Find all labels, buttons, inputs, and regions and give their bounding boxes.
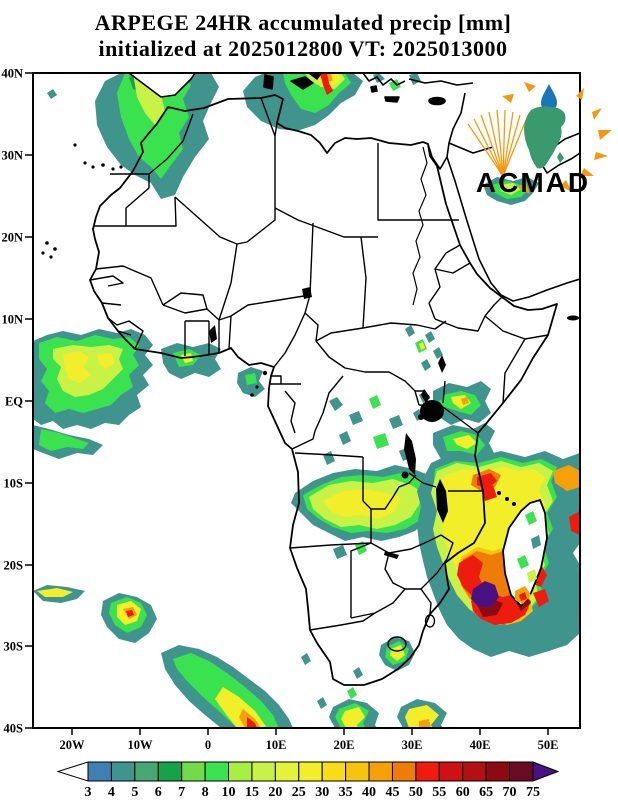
lon-axis: 20W 10W 0 10E 20E 30E 40E 50E (60, 728, 559, 752)
lat-label: 30N (1, 149, 23, 163)
lat-label: 40N (1, 67, 23, 81)
colorbar-tick-label: 70 (503, 785, 517, 800)
colorbar-tick-label: 75 (526, 785, 540, 800)
logo-africa-icon (524, 106, 566, 169)
lat-label: 40S (4, 722, 24, 736)
colorbar-cell (181, 761, 206, 782)
colorbar-cell (368, 761, 393, 782)
lon-label: 30E (402, 738, 423, 752)
colorbar-tick-label: 45 (385, 785, 399, 800)
colorbar-cell (298, 761, 323, 782)
colorbar-cell (228, 761, 253, 782)
colorbar-tick-label: 3 (85, 785, 92, 800)
lat-label: 30S (4, 640, 24, 654)
colorbar-tick-label: 35 (339, 785, 353, 800)
lat-label: EQ (5, 395, 23, 409)
colorbar-tick-label: 50 (409, 785, 423, 800)
colorbar-cell (157, 761, 183, 782)
lat-label: 10S (4, 477, 24, 491)
logo-madagascar-icon (557, 152, 564, 163)
lon-label: 40E (470, 738, 491, 752)
colorbar-tick-label: 65 (479, 785, 493, 800)
title-line-1: ARPEGE 24HR accumulated precip [mm] (95, 10, 512, 35)
logo-wordmark: ACMAD (476, 167, 590, 198)
arabia-coast (427, 92, 580, 321)
lon-label: 0 (205, 738, 211, 752)
colorbar-tick-label: 10 (222, 785, 236, 800)
colorbar-tick-label: 6 (155, 785, 162, 800)
lon-label: 10W (128, 738, 154, 752)
colorbar-tick-label: 15 (245, 785, 259, 800)
precip-region-south-atlantic (33, 585, 447, 728)
lon-label: 20W (60, 738, 86, 752)
colorbar-tick-label: 40 (362, 785, 376, 800)
colorbar-cell (509, 761, 534, 782)
colorbar-cell (87, 761, 112, 782)
colorbar-tick-label: 55 (432, 785, 446, 800)
lat-label: 20N (1, 231, 23, 245)
precip-region-central-africa (291, 381, 495, 559)
precip-region-gabon-coast (237, 367, 265, 397)
precip-region-red-sea (483, 177, 539, 205)
title-line-2: initialized at 2025012800 VT: 2025013000 (98, 36, 507, 61)
lakes (209, 287, 448, 559)
colorbar-tick-label: 20 (268, 785, 282, 800)
colorbar-cell (391, 761, 417, 782)
colorbar-tick-label: 5 (131, 785, 138, 800)
colorbar-cell (462, 761, 487, 782)
colorbar-tick-label: 25 (292, 785, 306, 800)
lat-label: 20S (4, 559, 24, 573)
nile-river (412, 146, 428, 306)
europe-coast (128, 73, 474, 106)
lon-label: 50E (538, 738, 559, 752)
acmad-logo: ACMAD (467, 82, 612, 198)
lat-axis: 40N 30N 20N 10N EQ 10S 20S 30S 40S (1, 67, 33, 736)
colorbar-tick-label: 60 (456, 785, 470, 800)
colorbar-cell (415, 761, 440, 782)
lon-label: 20E (334, 738, 355, 752)
colorbar-cell (274, 761, 300, 782)
country-borders (89, 97, 549, 652)
colorbar-tick-label: 30 (315, 785, 329, 800)
map-canvas (33, 73, 580, 728)
colorbar-cell (438, 761, 464, 782)
colorbar-over-arrow (532, 761, 560, 782)
lon-label: 10E (266, 738, 287, 752)
colorbar-cell (204, 761, 230, 782)
madagascar (502, 498, 548, 608)
lat-label: 10N (1, 313, 23, 327)
colorbar-cell (321, 761, 347, 782)
colorbar-under-arrow (56, 761, 89, 782)
colorbar-cell (110, 761, 136, 782)
colorbar-tick-label: 7 (178, 785, 185, 800)
islands (41, 143, 516, 506)
colorbar: 3 4 5 6 7 8 10 15 20 25 30 35 40 45 50 55 60 65 70 75 (56, 761, 560, 800)
coastline (89, 94, 558, 686)
colorbar-cell (345, 761, 370, 782)
logo-fan-icon (467, 109, 527, 177)
colorbar-tick-label: 4 (108, 785, 115, 800)
logo-water-drop-icon (541, 84, 557, 111)
colorbar-tick-label: 8 (202, 785, 209, 800)
colorbar-cell (251, 761, 276, 782)
precip-region-ethiopia (405, 325, 443, 371)
colorbar-cell (485, 761, 511, 782)
colorbar-cell (134, 761, 159, 782)
